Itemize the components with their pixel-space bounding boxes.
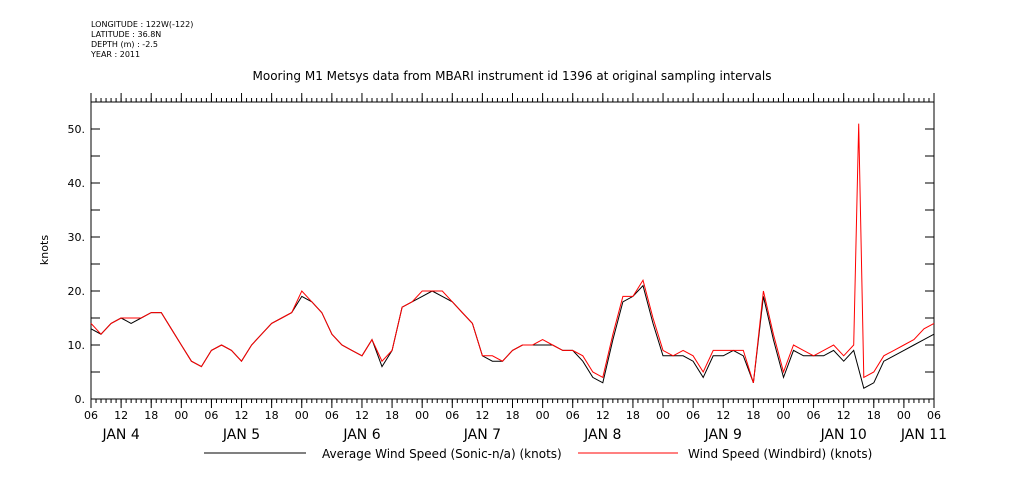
- latitude-text: LATITUDE : 36.8N: [91, 30, 162, 39]
- x-tick-label: 12: [355, 409, 369, 422]
- x-tick-label: 12: [716, 409, 730, 422]
- x-tick-label: 00: [174, 409, 188, 422]
- day-label: JAN 8: [583, 427, 621, 443]
- day-label: JAN 11: [900, 427, 947, 443]
- x-tick-label: 06: [807, 409, 821, 422]
- x-tick-label: 00: [897, 409, 911, 422]
- series-line-windbird: [90, 123, 935, 383]
- day-label: JAN 9: [704, 427, 742, 443]
- y-axis-label: knots: [38, 235, 51, 265]
- x-tick-label: 06: [325, 409, 339, 422]
- depth-text: DEPTH (m) : -2.5: [91, 40, 158, 49]
- plot-frame: [90, 101, 935, 400]
- axes-group: 06 12 18 00 06 12 18 00 06 12 18 00 06 12 18 00 06 12 18 00…: [68, 93, 947, 443]
- x-tick-label: 06: [927, 409, 941, 422]
- series-layer: [90, 123, 935, 389]
- x-tick-label: 12: [837, 409, 851, 422]
- day-label: JAN 7: [463, 427, 501, 443]
- day-label: JAN 6: [342, 427, 380, 443]
- legend-label-sonic: Average Wind Speed (Sonic-n/a) (knots): [322, 447, 562, 461]
- year-text: YEAR : 2011: [91, 50, 141, 59]
- x-tick-label: 06: [84, 409, 98, 422]
- x-tick-label: 18: [265, 409, 279, 422]
- y-tick-label: 20.: [68, 285, 86, 298]
- day-label: JAN 5: [222, 427, 260, 443]
- x-tick-label: 18: [746, 409, 760, 422]
- x-tick-label: 12: [475, 409, 489, 422]
- day-label: JAN 4: [101, 427, 139, 443]
- longitude-text: LONGITUDE : 122W(-122): [91, 20, 194, 29]
- day-label: JAN 10: [820, 427, 867, 443]
- x-tick-label: 12: [596, 409, 610, 422]
- y-tick-label: 40.: [68, 177, 86, 190]
- x-tick-label: 18: [144, 409, 158, 422]
- x-tick-label: 00: [776, 409, 790, 422]
- x-tick-label: 18: [506, 409, 520, 422]
- x-tick-label: 18: [867, 409, 881, 422]
- y-tick-label: 10.: [68, 339, 86, 352]
- x-tick-label: 06: [445, 409, 459, 422]
- series-line-sonic: [90, 284, 935, 389]
- x-tick-label: 00: [536, 409, 550, 422]
- x-tick-label: 06: [204, 409, 218, 422]
- legend-label-windbird: Wind Speed (Windbird) (knots): [688, 447, 872, 461]
- x-tick-label: 00: [415, 409, 429, 422]
- x-tick-label: 12: [114, 409, 128, 422]
- x-tick-label: 12: [235, 409, 249, 422]
- x-tick-label: 00: [656, 409, 670, 422]
- y-tick-label: 0.: [75, 393, 86, 406]
- x-tick-label: 18: [626, 409, 640, 422]
- metadata-block: LONGITUDE : 122W(-122) LATITUDE : 36.8N …: [91, 20, 193, 60]
- x-tick-label: 00: [295, 409, 309, 422]
- x-tick-label: 06: [566, 409, 580, 422]
- y-tick-label: 50.: [68, 123, 86, 136]
- x-tick-label: 06: [686, 409, 700, 422]
- y-tick-label: 30.: [68, 231, 86, 244]
- x-tick-label: 18: [385, 409, 399, 422]
- chart-title: Mooring M1 Metsys data from MBARI instru…: [253, 69, 772, 83]
